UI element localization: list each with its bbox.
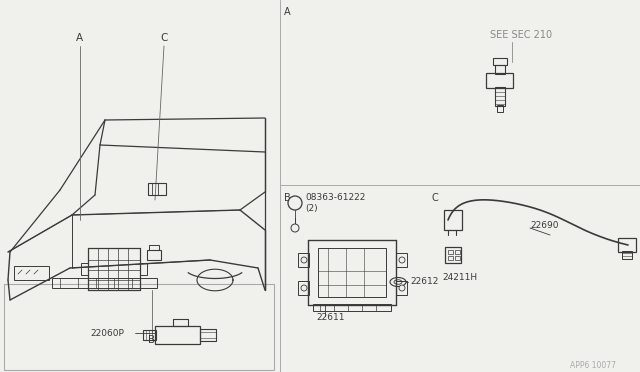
Bar: [149, 245, 159, 250]
Bar: [448, 250, 453, 254]
Bar: [200, 329, 216, 341]
Bar: [14, 266, 49, 280]
Bar: [318, 248, 386, 297]
Text: 22611: 22611: [316, 314, 344, 323]
Text: 08363-61222: 08363-61222: [305, 193, 365, 202]
Bar: [455, 250, 460, 254]
Text: APP6 10077: APP6 10077: [570, 360, 616, 369]
Bar: [495, 87, 505, 106]
Bar: [140, 263, 147, 275]
Bar: [81, 263, 88, 275]
Bar: [396, 253, 407, 267]
Circle shape: [288, 196, 302, 210]
Circle shape: [399, 285, 405, 291]
Circle shape: [291, 224, 299, 232]
Bar: [622, 251, 632, 259]
Text: (2): (2): [305, 203, 317, 212]
Bar: [445, 247, 461, 263]
Bar: [4, 284, 274, 370]
Bar: [497, 105, 503, 112]
Text: C: C: [160, 33, 168, 43]
Text: A: A: [284, 7, 291, 17]
Text: A: A: [76, 33, 83, 43]
Text: B: B: [284, 193, 291, 203]
Circle shape: [301, 257, 307, 263]
Bar: [52, 278, 157, 288]
Bar: [448, 256, 453, 260]
Bar: [155, 326, 200, 344]
Bar: [618, 238, 636, 252]
Circle shape: [301, 285, 307, 291]
Text: C: C: [432, 193, 439, 203]
Bar: [444, 210, 462, 230]
Bar: [148, 183, 166, 195]
Bar: [298, 253, 309, 267]
Text: SEE SEC 210: SEE SEC 210: [490, 30, 552, 40]
Text: B: B: [292, 199, 298, 208]
Text: B: B: [148, 335, 155, 345]
Bar: [147, 250, 161, 260]
Text: 22060P: 22060P: [90, 328, 124, 337]
Bar: [396, 281, 407, 295]
Text: 24211H: 24211H: [442, 273, 477, 282]
Bar: [493, 58, 507, 65]
Bar: [313, 304, 391, 311]
Bar: [173, 319, 188, 326]
Bar: [143, 330, 156, 340]
Text: 22690: 22690: [530, 221, 559, 230]
Text: 22612: 22612: [410, 278, 438, 286]
Bar: [455, 256, 460, 260]
Circle shape: [399, 257, 405, 263]
Bar: [495, 65, 505, 74]
Bar: [298, 281, 309, 295]
